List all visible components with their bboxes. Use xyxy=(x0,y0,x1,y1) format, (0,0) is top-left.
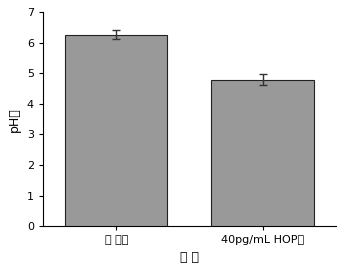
Bar xyxy=(65,35,168,226)
X-axis label: 样 品: 样 品 xyxy=(180,251,199,264)
Y-axis label: pH値: pH値 xyxy=(8,107,21,132)
Bar xyxy=(211,79,314,226)
